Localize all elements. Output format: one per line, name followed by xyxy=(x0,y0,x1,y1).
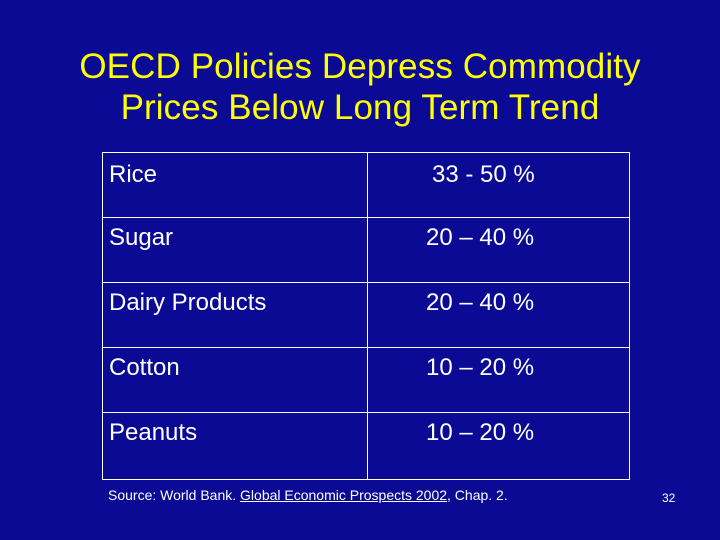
table-row-cotton: Cotton 10 – 20 % xyxy=(102,347,630,413)
commodity-table-wrapper: Rice 33 - 50 % Sugar xyxy=(102,152,630,480)
table-row-peanuts: Peanuts 10 – 20 % xyxy=(102,412,630,480)
commodity-name-dairy-products: Dairy Products xyxy=(109,289,267,316)
range-cell-sugar: 20 – 40 % xyxy=(367,217,630,283)
commodity-cell-sugar: Sugar xyxy=(102,217,368,283)
commodity-name-rice: Rice xyxy=(109,161,158,188)
commodity-name-cotton: Cotton xyxy=(109,354,180,381)
source-suffix: , Chap. 2. xyxy=(447,487,508,503)
commodity-table: Rice 33 - 50 % Sugar xyxy=(102,152,630,480)
commodity-cell-dairy-products: Dairy Products xyxy=(102,282,368,348)
commodity-cell-cotton: Cotton xyxy=(102,347,368,413)
table-row-rice: Rice 33 - 50 % xyxy=(102,152,630,218)
commodity-cell-rice: Rice xyxy=(102,152,368,218)
range-cell-dairy-products: 20 – 40 % xyxy=(367,282,630,348)
commodity-cell-peanuts: Peanuts xyxy=(102,412,368,480)
source-title: Global Economic Prospects 2002 xyxy=(240,487,448,503)
range-cell-cotton: 10 – 20 % xyxy=(367,347,630,413)
source-citation: Source: World Bank. Global Economic Pros… xyxy=(108,487,628,503)
range-cell-rice: 33 - 50 % xyxy=(367,152,630,218)
commodity-name-sugar: Sugar xyxy=(109,224,174,251)
range-value-dairy-products: 20 – 40 % xyxy=(426,289,535,316)
range-value-cotton: 10 – 20 % xyxy=(426,354,535,381)
page-number: 32 xyxy=(662,491,676,505)
table-row-dairy-products: Dairy Products 20 – 40 % xyxy=(102,282,630,348)
range-value-rice: 33 - 50 % xyxy=(432,161,535,188)
commodity-name-peanuts: Peanuts xyxy=(109,419,198,446)
range-cell-peanuts: 10 – 20 % xyxy=(367,412,630,480)
slide-title: OECD Policies Depress Commodity Prices B… xyxy=(0,46,720,128)
range-value-peanuts: 10 – 20 % xyxy=(426,419,535,446)
slide-title-line-2: Prices Below Long Term Trend xyxy=(120,88,600,127)
slide-title-line-1: OECD Policies Depress Commodity xyxy=(79,47,641,86)
table-row-sugar: Sugar 20 – 40 % xyxy=(102,217,630,283)
range-value-sugar: 20 – 40 % xyxy=(426,224,535,251)
source-prefix: Source: World Bank. xyxy=(108,487,241,503)
